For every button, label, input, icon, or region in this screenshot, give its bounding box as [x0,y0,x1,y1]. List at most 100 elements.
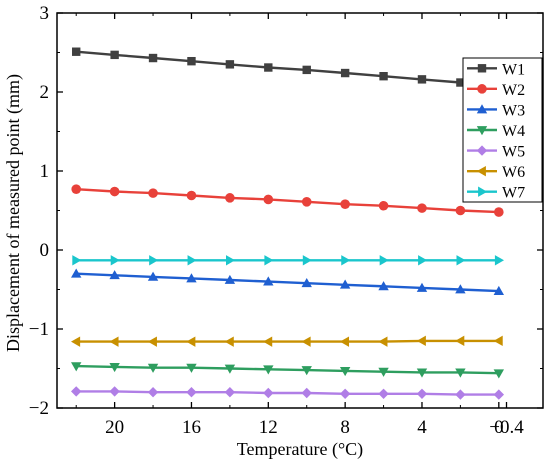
legend-item-w7: W7 [467,185,525,202]
data-point-w1 [456,78,465,87]
legend-marker-w6 [476,165,486,177]
data-point-w5 [71,386,82,397]
data-point-w5 [378,388,389,399]
x-tick-label: 8 [340,417,350,438]
data-point-w2 [340,199,350,209]
data-point-w2 [378,200,389,211]
x-tick-label: 16 [182,417,201,438]
data-point-w2 [109,186,120,197]
data-point-w1 [417,75,427,84]
data-point-w6 [71,336,81,347]
data-point-w4 [186,363,197,373]
data-point-w3 [147,271,159,281]
legend-marker-w3 [476,104,488,114]
data-point-w4 [339,366,351,377]
series-w6 [71,335,503,347]
data-point-w4 [71,362,82,372]
x-tick-label: −0.4 [489,417,524,438]
data-point-w3 [339,279,351,289]
data-point-w7 [341,255,351,266]
data-point-w1 [110,50,119,60]
data-point-w5 [493,389,505,400]
data-point-w7 [72,255,82,266]
legend-label-w6: W6 [502,164,525,181]
data-point-w6 [455,335,465,347]
data-point-w7 [187,255,197,266]
data-point-w7 [225,255,236,266]
data-point-w2 [186,190,197,201]
data-point-w6 [493,335,503,347]
legend-item-w2: W2 [467,82,525,99]
data-point-w5 [109,386,120,397]
data-point-w6 [378,336,388,347]
series-w2 [71,184,504,217]
data-point-w4 [263,365,274,375]
data-point-w7 [494,255,505,266]
data-point-w3 [493,285,505,295]
data-point-w1 [72,47,81,56]
legend-item-w6: W6 [467,164,525,181]
data-point-w3 [455,284,466,294]
legend-item-w1: W1 [467,61,525,78]
data-point-w3 [416,282,428,292]
data-point-w5 [147,387,159,398]
data-point-w1 [379,72,388,81]
data-point-w3 [186,273,197,283]
data-point-w2 [301,197,312,207]
series-line-w5 [76,390,499,396]
data-point-w7 [456,255,466,266]
data-point-w1 [148,53,158,63]
data-point-w1 [264,63,273,72]
series-line-w2 [76,188,499,214]
series-w4 [71,362,505,379]
y-tick-label: 0 [40,240,50,261]
series-line-w3 [76,272,499,293]
series-w5 [71,386,505,400]
data-point-w6 [339,336,350,347]
data-point-w5 [263,387,274,399]
data-point-w2 [455,205,466,216]
data-point-w4 [493,369,505,379]
data-point-w5 [301,387,312,399]
legend: W1 W2 W3 W4 W5 W6 W7 [462,57,543,203]
y-axis-title: Displacement of measured point (mm) [3,74,24,352]
data-point-w5 [186,387,197,398]
legend-label-w3: W3 [502,102,525,119]
data-point-w6 [301,336,311,347]
data-point-w3 [263,276,274,286]
legend-label-w2: W2 [502,82,525,99]
data-point-w5 [224,387,236,398]
data-point-w4 [301,366,312,376]
data-point-w5 [416,388,428,399]
data-point-w7 [110,255,120,266]
data-point-w1 [302,65,311,75]
data-point-w6 [147,336,157,347]
legend-marker-w4 [476,126,488,136]
legend-label-w1: W1 [502,61,525,78]
data-point-w6 [263,336,273,347]
data-point-w6 [109,336,119,347]
y-tick-label: 3 [40,3,50,24]
data-point-w5 [455,389,466,400]
data-point-w2 [71,184,82,194]
x-tick-label: 4 [417,417,427,438]
legend-label-w5: W5 [502,144,525,161]
data-point-w7 [418,255,428,266]
data-point-w3 [71,268,82,278]
x-tick-label: 0 [494,417,504,438]
data-point-w1 [187,56,196,66]
data-point-w1 [340,68,350,78]
data-point-w4 [378,367,389,377]
data-point-w6 [186,336,196,347]
x-axis-title: Temperature (°C) [237,439,363,460]
legend-marker-w2 [477,84,487,94]
data-point-w7 [302,255,312,266]
series-w3 [71,268,505,295]
data-point-w4 [109,363,120,373]
data-point-w4 [455,368,466,378]
series-line-w1 [76,50,499,87]
data-point-w3 [301,277,312,288]
data-point-w3 [109,270,120,280]
